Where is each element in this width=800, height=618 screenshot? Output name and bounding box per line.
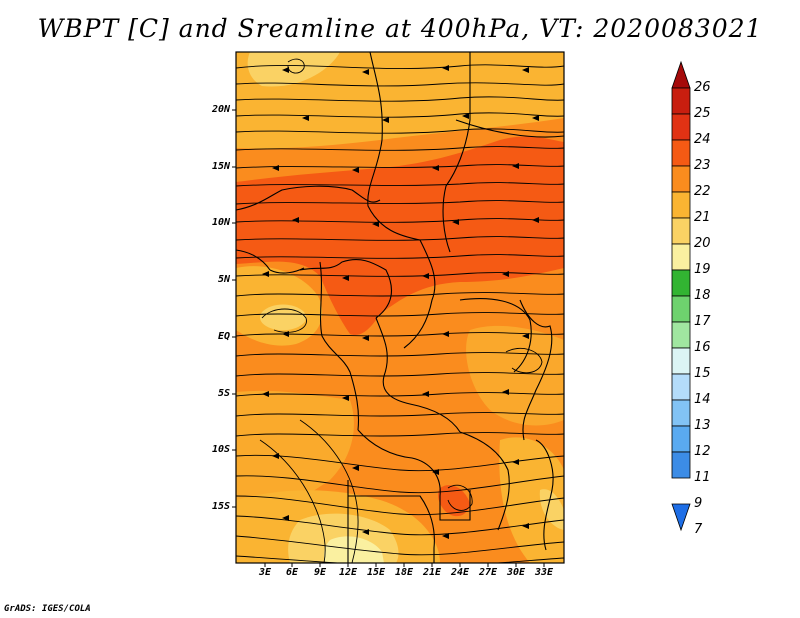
colorbar-label: 17 <box>694 314 711 329</box>
colorbar-swatch <box>671 269 691 297</box>
colorbar-swatch <box>671 87 691 115</box>
lon-label-3e: 3E <box>258 567 272 578</box>
colorbar-swatch <box>671 295 691 323</box>
colorbar-swatch <box>671 451 691 479</box>
colorbar-swatch <box>671 191 691 219</box>
colorbar-label: 22 <box>694 184 711 199</box>
colorbar-label: 16 <box>694 340 711 355</box>
map-frame <box>235 51 565 564</box>
colorbar-swatch <box>671 399 691 427</box>
field-north-pale <box>247 52 340 87</box>
field-southeast-band <box>499 437 564 563</box>
colorbar-swatch <box>671 425 691 453</box>
colorbar-label: 14 <box>694 392 711 407</box>
lat-label-20n: 20N <box>211 104 230 115</box>
colorbar-swatch <box>671 373 691 401</box>
colorbar-swatch <box>671 139 691 167</box>
colorbar-swatch <box>671 113 691 141</box>
field-southeast-pale <box>539 489 564 530</box>
wbpt-field <box>236 52 564 563</box>
lat-label-15n: 15N <box>211 161 230 172</box>
lon-label-21e: 21E <box>422 567 442 578</box>
field-southeast-warm <box>438 485 470 517</box>
lat-label-5n: 5N <box>217 274 230 285</box>
colorbar-label: 20 <box>694 236 711 251</box>
colorbar-label: 25 <box>694 106 711 121</box>
lon-label-15e: 15E <box>366 567 386 578</box>
colorbar-label: 23 <box>694 158 711 173</box>
colorbar-label: 11 <box>694 470 711 485</box>
colorbar-label: 19 <box>694 262 711 277</box>
colorbar-label: 9 <box>694 496 703 511</box>
lat-label-10n: 10N <box>211 217 230 228</box>
colorbar-swatch <box>671 243 691 271</box>
lon-label-18e: 18E <box>394 567 414 578</box>
colorbar-swatch <box>671 347 691 375</box>
lon-label-24e: 24E <box>450 567 470 578</box>
colorbar-label: 26 <box>694 80 711 95</box>
lat-label-15s: 15S <box>211 501 230 512</box>
lon-label-6e: 6E <box>285 567 299 578</box>
colorbar <box>671 60 691 532</box>
colorbar-label: 7 <box>694 522 703 537</box>
streamline-arrows <box>262 65 539 539</box>
lat-label-5s: 5S <box>217 388 230 399</box>
colorbar-bottom-arrow <box>671 503 691 532</box>
grads-credit: GrADS: IGES/COLA <box>4 604 91 614</box>
field-south-palest <box>323 536 384 563</box>
colorbar-label: 12 <box>694 444 711 459</box>
colorbar-swatch <box>671 217 691 245</box>
lon-label-33e: 33E <box>534 567 554 578</box>
field-north-band <box>236 52 564 149</box>
colorbar-label: 18 <box>694 288 711 303</box>
axis-ticks <box>232 109 545 567</box>
colorbar-swatch <box>671 165 691 193</box>
colorbar-top-arrow <box>671 60 691 89</box>
colorbar-swatch <box>671 321 691 349</box>
colorbar-label: 24 <box>694 132 711 147</box>
chart-title: WBPT [C] and Sreamline at 400hPa, VT: 20… <box>37 14 763 43</box>
lon-label-30e: 30E <box>506 567 526 578</box>
lon-label-12e: 12E <box>338 567 358 578</box>
lat-label-eq: EQ <box>217 331 230 342</box>
colorbar-label: 21 <box>694 210 711 225</box>
field-east-patch <box>466 325 564 426</box>
colorbar-label: 13 <box>694 418 711 433</box>
lat-label-10s: 10S <box>211 444 230 455</box>
lon-label-9e: 9E <box>313 567 327 578</box>
colorbar-label: 15 <box>694 366 711 381</box>
lon-label-27e: 27E <box>478 567 498 578</box>
